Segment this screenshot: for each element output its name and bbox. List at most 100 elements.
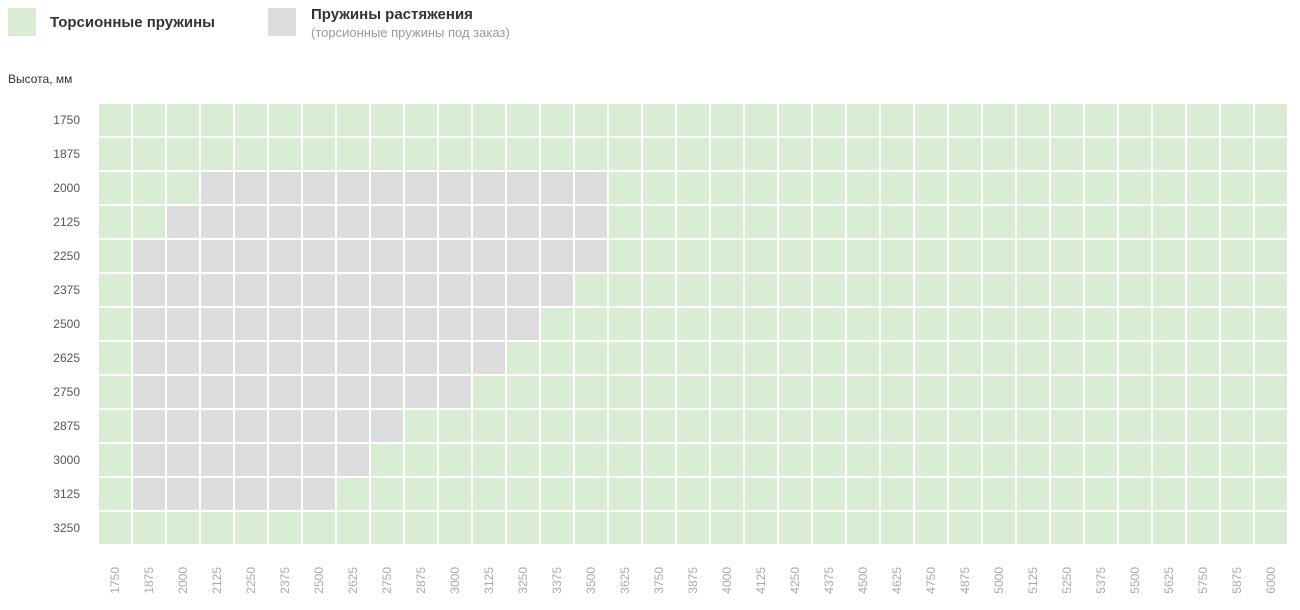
- cell-2500-1750: [97, 306, 133, 342]
- cell-2750-6000: [1253, 374, 1289, 410]
- cell-2250-5125: [1015, 238, 1051, 274]
- cell-2875-2375: [267, 408, 303, 444]
- x-tick-3375: 3375: [550, 567, 564, 594]
- cell-1750-5000: [981, 102, 1017, 138]
- cell-2000-3250: [505, 170, 541, 206]
- cell-3250-3625: [607, 510, 643, 546]
- cell-2250-3875: [675, 238, 711, 274]
- cell-2125-5000: [981, 204, 1017, 240]
- cell-2875-2750: [369, 408, 405, 444]
- cell-2625-4125: [743, 340, 779, 376]
- cell-2500-2000: [165, 306, 201, 342]
- cell-2375-4625: [879, 272, 915, 308]
- cell-2375-4875: [947, 272, 983, 308]
- cell-2125-3375: [539, 204, 575, 240]
- cell-3250-4000: [709, 510, 745, 546]
- cell-2750-2125: [199, 374, 235, 410]
- cell-1875-2375: [267, 136, 303, 172]
- cell-3000-4000: [709, 442, 745, 478]
- cell-3125-1875: [131, 476, 167, 512]
- x-tick-3750: 3750: [652, 567, 666, 594]
- cell-2625-4875: [947, 340, 983, 376]
- x-tick-4875: 4875: [958, 567, 972, 594]
- y-tick-2500: 2500: [53, 317, 80, 331]
- cell-2750-5500: [1117, 374, 1153, 410]
- cell-2125-5125: [1015, 204, 1051, 240]
- cell-1875-4375: [811, 136, 847, 172]
- cell-3000-2000: [165, 442, 201, 478]
- cell-3000-2125: [199, 442, 235, 478]
- cell-3125-4000: [709, 476, 745, 512]
- cell-2625-2000: [165, 340, 201, 376]
- y-tick-2250: 2250: [53, 249, 80, 263]
- y-tick-2375: 2375: [53, 283, 80, 297]
- cell-2125-2500: [301, 204, 337, 240]
- cell-3000-3625: [607, 442, 643, 478]
- x-tick-2500: 2500: [312, 567, 326, 594]
- cell-2250-4750: [913, 238, 949, 274]
- cell-2875-2875: [403, 408, 439, 444]
- cell-2500-5500: [1117, 306, 1153, 342]
- cell-2750-1750: [97, 374, 133, 410]
- cell-1875-2500: [301, 136, 337, 172]
- cell-2875-3250: [505, 408, 541, 444]
- cell-1750-2875: [403, 102, 439, 138]
- cell-3000-5000: [981, 442, 1017, 478]
- cell-2250-5375: [1083, 238, 1119, 274]
- cell-2125-4000: [709, 204, 745, 240]
- cell-1875-2250: [233, 136, 269, 172]
- cell-3250-2375: [267, 510, 303, 546]
- cell-2250-2750: [369, 238, 405, 274]
- cell-3000-2250: [233, 442, 269, 478]
- cell-2000-5250: [1049, 170, 1085, 206]
- cell-2250-4375: [811, 238, 847, 274]
- cell-3250-1750: [97, 510, 133, 546]
- cell-1750-5875: [1219, 102, 1255, 138]
- cell-2875-2625: [335, 408, 371, 444]
- y-tick-1875: 1875: [53, 147, 80, 161]
- cell-3125-3875: [675, 476, 711, 512]
- cell-3250-5000: [981, 510, 1017, 546]
- cell-2000-2375: [267, 170, 303, 206]
- cell-1875-1875: [131, 136, 167, 172]
- x-tick-5125: 5125: [1026, 567, 1040, 594]
- cell-2500-4000: [709, 306, 745, 342]
- cell-2125-3750: [641, 204, 677, 240]
- cell-2125-4625: [879, 204, 915, 240]
- cell-2500-4500: [845, 306, 881, 342]
- y-tick-2875: 2875: [53, 419, 80, 433]
- cell-3250-1875: [131, 510, 167, 546]
- cell-3250-4875: [947, 510, 983, 546]
- cell-3125-2250: [233, 476, 269, 512]
- cell-2750-2375: [267, 374, 303, 410]
- cell-2875-3500: [573, 408, 609, 444]
- cell-2500-1875: [131, 306, 167, 342]
- x-tick-5500: 5500: [1128, 567, 1142, 594]
- cell-2000-1750: [97, 170, 133, 206]
- cell-2125-3250: [505, 204, 541, 240]
- cell-2250-3000: [437, 238, 473, 274]
- cell-3000-4125: [743, 442, 779, 478]
- cell-2875-4000: [709, 408, 745, 444]
- cell-2500-4750: [913, 306, 949, 342]
- cell-2625-5875: [1219, 340, 1255, 376]
- cell-1750-3500: [573, 102, 609, 138]
- cell-2875-4500: [845, 408, 881, 444]
- cell-2875-1875: [131, 408, 167, 444]
- x-tick-4000: 4000: [720, 567, 734, 594]
- cell-1750-5625: [1151, 102, 1187, 138]
- cell-2500-4625: [879, 306, 915, 342]
- cell-1875-6000: [1253, 136, 1289, 172]
- cell-2250-4500: [845, 238, 881, 274]
- x-tick-2375: 2375: [278, 567, 292, 594]
- cell-2750-3250: [505, 374, 541, 410]
- cell-1750-4000: [709, 102, 745, 138]
- cell-2875-3750: [641, 408, 677, 444]
- cell-2125-4500: [845, 204, 881, 240]
- cell-2000-3375: [539, 170, 575, 206]
- x-tick-2750: 2750: [380, 567, 394, 594]
- cell-2750-3500: [573, 374, 609, 410]
- cell-3125-4625: [879, 476, 915, 512]
- cell-2250-4875: [947, 238, 983, 274]
